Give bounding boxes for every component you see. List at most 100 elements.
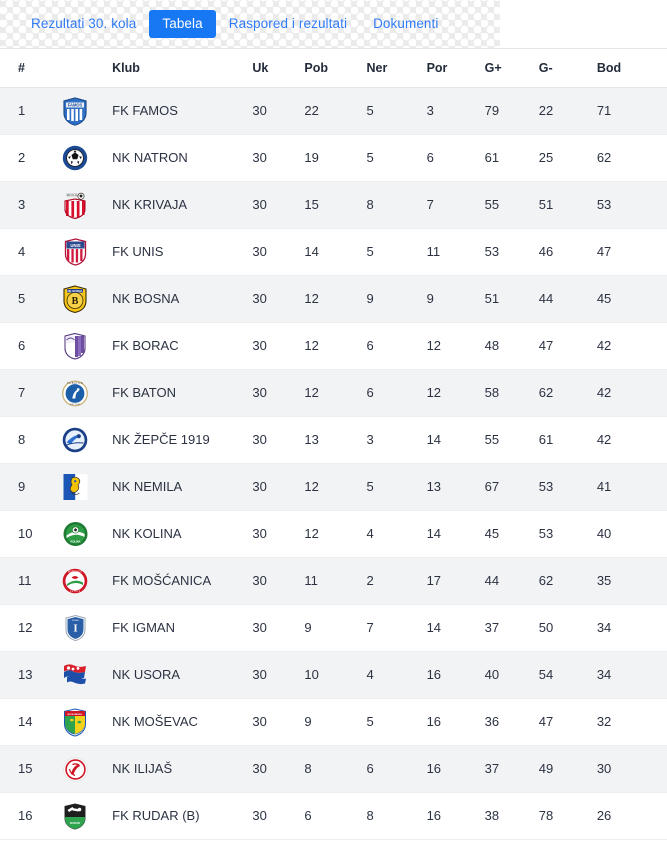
row-ner: 8 — [366, 792, 427, 840]
column-header-rank[interactable]: # — [0, 48, 58, 88]
row-bod: 47 — [596, 228, 667, 276]
column-header-gplus[interactable]: G+ — [484, 48, 539, 88]
table-row[interactable]: 16 RUDAR FK RUDAR (B) 30 6 8 16 38 78 26 — [0, 792, 667, 840]
row-club-name[interactable]: FK MOŠĆANICA — [112, 557, 253, 605]
table-row[interactable]: 3 KRIVAJA NK KRIVAJA 30 15 8 7 55 51 53 — [0, 181, 667, 229]
row-club-name[interactable]: FK UNIS — [112, 228, 253, 276]
row-gplus: 37 — [484, 604, 539, 652]
row-gminus: 47 — [538, 698, 597, 746]
svg-text:EST. 1948: EST. 1948 — [70, 404, 80, 406]
row-ner: 8 — [366, 181, 427, 229]
row-club-name[interactable]: NK KOLINA — [112, 510, 253, 558]
row-club-name[interactable]: NK BOSNA — [112, 275, 253, 323]
mosevac-shield-logo: NK MOŠEVAC — [60, 706, 90, 738]
row-rank: 13 — [0, 651, 58, 699]
row-por: 16 — [426, 792, 485, 840]
nav-tab-dokumenti[interactable]: Dokumenti — [373, 15, 439, 31]
column-header-pob[interactable]: Pob — [304, 48, 367, 88]
club-logo-cell: MOŠĆANICA F K 1 9 7 8 — [57, 557, 113, 605]
table-row[interactable]: 11 MOŠĆANICA F K 1 9 7 8 FK MOŠĆANICA 30 11 2 1… — [0, 557, 667, 605]
table-row[interactable]: 2 NK NATRON 30 19 5 6 61 25 62 — [0, 134, 667, 182]
table-row[interactable]: 6 FK BORAC 30 12 6 12 48 47 42 — [0, 322, 667, 370]
row-uk: 30 — [252, 87, 305, 135]
column-header-por[interactable]: Por — [426, 48, 485, 88]
nav-tab-rezultati-30-kola[interactable]: Rezultati 30. kola — [31, 15, 137, 31]
row-por: 13 — [426, 463, 485, 511]
column-header-uk[interactable]: Uk — [252, 48, 305, 88]
row-uk: 30 — [252, 651, 305, 699]
nav-tab-list: Rezultati 30. kola Tabela Raspored i rez… — [0, 0, 667, 48]
row-pob: 6 — [304, 792, 367, 840]
row-ner: 3 — [366, 416, 427, 464]
row-club-name[interactable]: FK FAMOS — [112, 87, 253, 135]
row-club-name[interactable]: NK USORA — [112, 651, 253, 699]
row-bod: 42 — [596, 369, 667, 417]
table-row[interactable]: 9 NK NEMILA 30 12 5 13 67 53 41 — [0, 463, 667, 511]
row-gplus: 45 — [484, 510, 539, 558]
row-club-name[interactable]: FK RUDAR (B) — [112, 792, 253, 840]
column-header-bod[interactable]: Bod — [596, 48, 667, 88]
row-uk: 30 — [252, 416, 305, 464]
table-row[interactable]: 5 B NK BOSNA NK BOSNA 30 12 9 9 51 44 45 — [0, 275, 667, 323]
club-logo-cell — [57, 463, 113, 511]
row-uk: 30 — [252, 510, 305, 558]
table-row[interactable]: 13 NK USORA 30 10 4 16 40 54 34 — [0, 651, 667, 699]
club-logo-cell — [57, 322, 113, 370]
row-pob: 15 — [304, 181, 367, 229]
row-gplus: 79 — [484, 87, 539, 135]
row-pob: 22 — [304, 87, 367, 135]
table-row[interactable]: 14 NK MOŠEVAC NK MOŠEVAC 30 9 5 16 36 47 32 — [0, 698, 667, 746]
table-row[interactable]: 12 I IGMAN FK IGMAN 30 9 7 14 37 50 34 — [0, 604, 667, 652]
row-rank: 8 — [0, 416, 58, 464]
row-uk: 30 — [252, 557, 305, 605]
column-header-ner[interactable]: Ner — [366, 48, 427, 88]
column-header-klub[interactable]: Klub — [112, 48, 253, 88]
column-header-gminus[interactable]: G- — [538, 48, 597, 88]
row-uk: 30 — [252, 369, 305, 417]
row-club-name[interactable]: FK BORAC — [112, 322, 253, 370]
table-row[interactable]: 15 NK ILIJAŠ 30 8 6 16 37 49 30 — [0, 745, 667, 793]
row-pob: 10 — [304, 651, 367, 699]
row-club-name[interactable]: NK KRIVAJA — [112, 181, 253, 229]
row-club-name[interactable]: NK ŽEPČE 1919 — [112, 416, 253, 464]
row-pob: 14 — [304, 228, 367, 276]
club-logo-cell — [57, 651, 113, 699]
row-pob: 12 — [304, 369, 367, 417]
table-row[interactable]: 4 UNIS FK UNIS 30 14 5 11 53 46 47 — [0, 228, 667, 276]
row-ner: 5 — [366, 698, 427, 746]
table-row[interactable]: 8 NK ŽEPČE 1919 30 13 3 14 55 61 42 — [0, 416, 667, 464]
club-logo-cell: FAMOS — [57, 87, 113, 135]
row-club-name[interactable]: NK NEMILA — [112, 463, 253, 511]
club-logo-cell: I IGMAN — [57, 604, 113, 652]
svg-text:I: I — [73, 623, 77, 635]
row-club-name[interactable]: NK ILIJAŠ — [112, 745, 253, 793]
row-uk: 30 — [252, 604, 305, 652]
svg-text:RUDAR: RUDAR — [70, 821, 80, 825]
bosna-badge-logo: B NK BOSNA — [60, 283, 90, 315]
row-gminus: 44 — [538, 275, 597, 323]
nav-tab-tabela[interactable]: Tabela — [149, 9, 216, 39]
row-club-name[interactable]: FK BATON — [112, 369, 253, 417]
table-row[interactable]: 10 KOLINA NK KOLINA 30 12 4 14 45 53 40 — [0, 510, 667, 558]
row-gminus: 62 — [538, 557, 597, 605]
svg-text:KRIVAJA: KRIVAJA — [67, 193, 78, 197]
nav-tab-raspored-i-rezultati[interactable]: Raspored i rezultati — [228, 15, 348, 31]
row-bod: 53 — [596, 181, 667, 229]
row-club-name[interactable]: NK MOŠEVAC — [112, 698, 253, 746]
club-logo-cell: F K B A T O N EST. 1948 — [57, 369, 113, 417]
row-ner: 6 — [366, 322, 427, 370]
row-uk: 30 — [252, 698, 305, 746]
kolina-badge-logo: KOLINA — [60, 518, 90, 550]
row-gplus: 53 — [484, 228, 539, 276]
row-bod: 42 — [596, 322, 667, 370]
row-rank: 16 — [0, 792, 58, 840]
table-header-row: # Klub Uk Pob Ner Por G+ G- Bod — [0, 48, 667, 88]
row-club-name[interactable]: FK IGMAN — [112, 604, 253, 652]
row-ner: 9 — [366, 275, 427, 323]
row-gminus: 61 — [538, 416, 597, 464]
row-bod: 41 — [596, 463, 667, 511]
row-club-name[interactable]: NK NATRON — [112, 134, 253, 182]
row-por: 16 — [426, 745, 485, 793]
table-row[interactable]: 1 FAMOS FK FAMOS 30 22 5 3 79 22 71 — [0, 87, 667, 135]
